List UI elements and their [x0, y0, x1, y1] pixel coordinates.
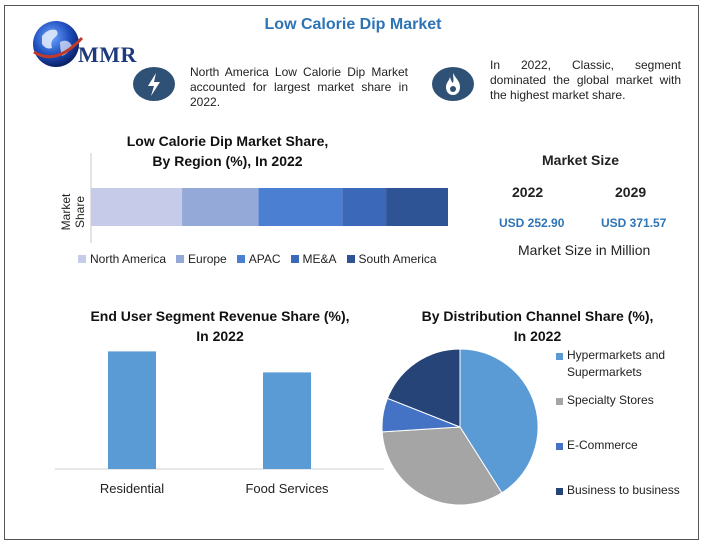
region-segment-2: [258, 188, 343, 226]
legend-swatch: [236, 255, 245, 263]
flame-icon: [432, 67, 474, 101]
market-size-caption: Market Size in Million: [518, 242, 651, 258]
region-chart-title: Low Calorie Dip Market Share, By Region …: [90, 131, 365, 171]
market-size-year-2022: 2022: [512, 184, 544, 200]
legend-swatch: [176, 255, 185, 263]
end-user-category-label: Residential: [100, 481, 164, 496]
market-size-title: Market Size: [542, 152, 620, 168]
end-user-category-label: Food Services: [245, 481, 329, 496]
legend-swatch: [556, 353, 563, 360]
globe-icon: [33, 21, 84, 67]
info-right-text: In 2022, Classic, segment dominated the …: [490, 58, 681, 102]
legend-swatch: [556, 443, 563, 450]
market-size-value-2022: USD 252.90: [499, 216, 565, 230]
market-size-year-2029: 2029: [615, 184, 647, 200]
info-left-text: North America Low Calorie Dip Market acc…: [190, 65, 408, 109]
legend-label: North America: [90, 252, 167, 266]
pie-legend-item: Hypermarkets and Supermarkets: [556, 347, 665, 381]
end-user-chart-title: End User Segment Revenue Share (%), In 2…: [70, 306, 370, 346]
pie-legend-item: Business to business: [556, 482, 680, 499]
region-legend-item: ME&A: [290, 252, 337, 266]
region-chart-title-line1: Low Calorie Dip Market Share,: [126, 133, 329, 149]
page-title: Low Calorie Dip Market: [264, 16, 442, 33]
distribution-chart-title-line2: In 2022: [513, 328, 562, 344]
region-legend-item: South America: [346, 252, 437, 266]
end-user-bar-0: [108, 351, 156, 469]
region-segment-3: [342, 188, 387, 226]
distribution-chart-title: By Distribution Channel Share (%), In 20…: [405, 306, 670, 346]
legend-label: Business to business: [567, 483, 680, 497]
end-user-chart-title-line1: End User Segment Revenue Share (%),: [90, 308, 350, 324]
end-user-bar-1: [263, 372, 311, 469]
pie-legend-item: E-Commerce: [556, 437, 638, 454]
legend-swatch: [346, 255, 355, 263]
legend-label: E-Commerce: [567, 438, 638, 452]
legend-label: Hypermarkets and: [567, 348, 666, 362]
legend-label: Specialty Stores: [567, 393, 654, 407]
region-legend-item: Europe: [176, 252, 227, 266]
legend-label: ME&A: [302, 252, 337, 266]
logo: MMR: [30, 18, 150, 70]
legend-swatch: [78, 255, 86, 263]
region-legend-item: North America: [78, 252, 166, 266]
legend-label: Europe: [188, 252, 227, 266]
pie-slice-1: [381, 426, 503, 506]
legend-label: APAC: [248, 252, 281, 266]
lightning-icon: [133, 67, 175, 101]
legend-swatch: [290, 255, 299, 263]
region-segment-4: [386, 188, 448, 226]
end-user-chart-title-line2: In 2022: [196, 328, 244, 344]
region-legend: North America Europe APAC ME&A South America: [78, 252, 458, 266]
region-chart-title-line2: By Region (%), In 2022: [152, 153, 303, 169]
legend-label: Supermarkets: [567, 365, 642, 379]
market-size-value-2029: USD 371.57: [601, 216, 667, 230]
pie-legend-item: Specialty Stores: [556, 392, 654, 409]
legend-swatch: [556, 488, 563, 495]
legend-swatch: [556, 398, 563, 405]
distribution-chart-title-line1: By Distribution Channel Share (%),: [421, 308, 654, 324]
legend-label: South America: [358, 252, 437, 266]
region-segment-0: [91, 188, 183, 226]
logo-text: MMR: [78, 42, 137, 67]
pie-slice-3: [386, 348, 461, 428]
region-segment-1: [182, 188, 259, 226]
region-legend-item: APAC: [236, 252, 281, 266]
infographic-frame: [4, 5, 699, 540]
